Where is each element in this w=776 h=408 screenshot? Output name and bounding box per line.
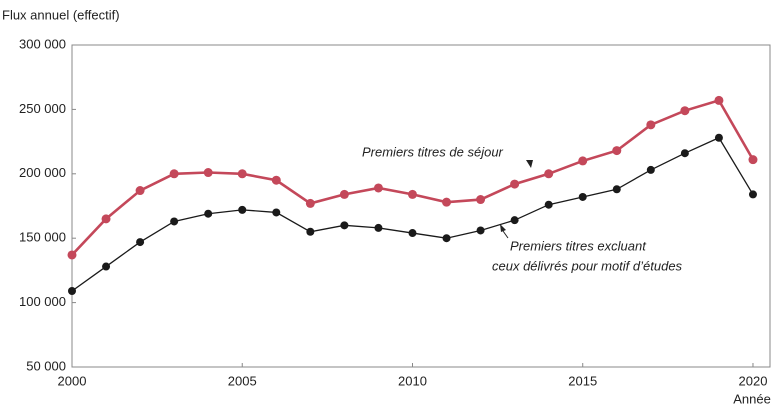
data-point	[442, 234, 451, 243]
data-point	[646, 165, 655, 174]
data-point	[646, 120, 656, 130]
data-point	[238, 205, 247, 214]
y-axis-label: Flux annuel (effectif)	[2, 7, 120, 22]
data-point	[339, 189, 349, 199]
data-point	[271, 175, 281, 185]
data-point	[578, 156, 588, 166]
data-point	[748, 155, 758, 165]
data-point	[680, 106, 690, 116]
data-point	[408, 229, 417, 238]
data-point	[272, 208, 281, 217]
data-point	[714, 95, 724, 105]
data-point	[680, 149, 689, 158]
data-point	[510, 216, 519, 225]
x-tick-label: 2000	[58, 373, 87, 388]
data-point	[170, 217, 179, 226]
data-point	[67, 250, 77, 260]
annotation: ceux délivrés pour motif d’études	[492, 258, 683, 273]
annotation: Premiers titres excluant	[510, 238, 647, 253]
y-tick-label: 250 000	[19, 101, 66, 116]
data-point	[374, 223, 383, 232]
data-point	[510, 179, 520, 189]
x-tick-label: 2005	[228, 373, 257, 388]
x-axis-label: Année	[733, 391, 771, 406]
data-point	[68, 287, 76, 296]
data-point	[544, 169, 554, 179]
plot-frame	[71, 44, 771, 368]
annotation: Premiers titres de séjour	[362, 144, 504, 159]
data-point	[203, 168, 213, 178]
y-tick-label: 50 000	[26, 358, 66, 373]
data-point	[306, 227, 315, 236]
data-point	[612, 146, 622, 156]
y-tick-label: 150 000	[19, 230, 66, 245]
annotation-arrow	[526, 160, 533, 168]
data-point	[544, 200, 553, 209]
data-point	[340, 221, 349, 230]
data-point	[102, 262, 111, 271]
data-point	[101, 214, 111, 224]
data-point	[407, 189, 417, 199]
annotation-arrow	[500, 224, 506, 232]
data-point	[714, 133, 723, 142]
data-point	[135, 186, 145, 196]
data-point	[442, 197, 452, 207]
x-tick-label: 2020	[739, 373, 768, 388]
y-tick-label: 300 000	[19, 36, 66, 51]
data-point	[204, 209, 213, 218]
data-point	[476, 226, 485, 235]
data-point	[748, 190, 757, 199]
x-tick-label: 2015	[568, 373, 597, 388]
data-point	[169, 169, 179, 179]
y-tick-label: 200 000	[19, 165, 66, 180]
annotation-arrow	[502, 230, 509, 239]
data-point	[578, 192, 587, 201]
data-point	[237, 169, 247, 179]
y-tick-label: 100 000	[19, 294, 66, 309]
data-point	[305, 198, 315, 208]
data-point	[136, 238, 145, 247]
data-point	[612, 185, 621, 194]
data-point	[373, 183, 383, 193]
data-point	[476, 195, 486, 205]
x-tick-label: 2010	[398, 373, 427, 388]
